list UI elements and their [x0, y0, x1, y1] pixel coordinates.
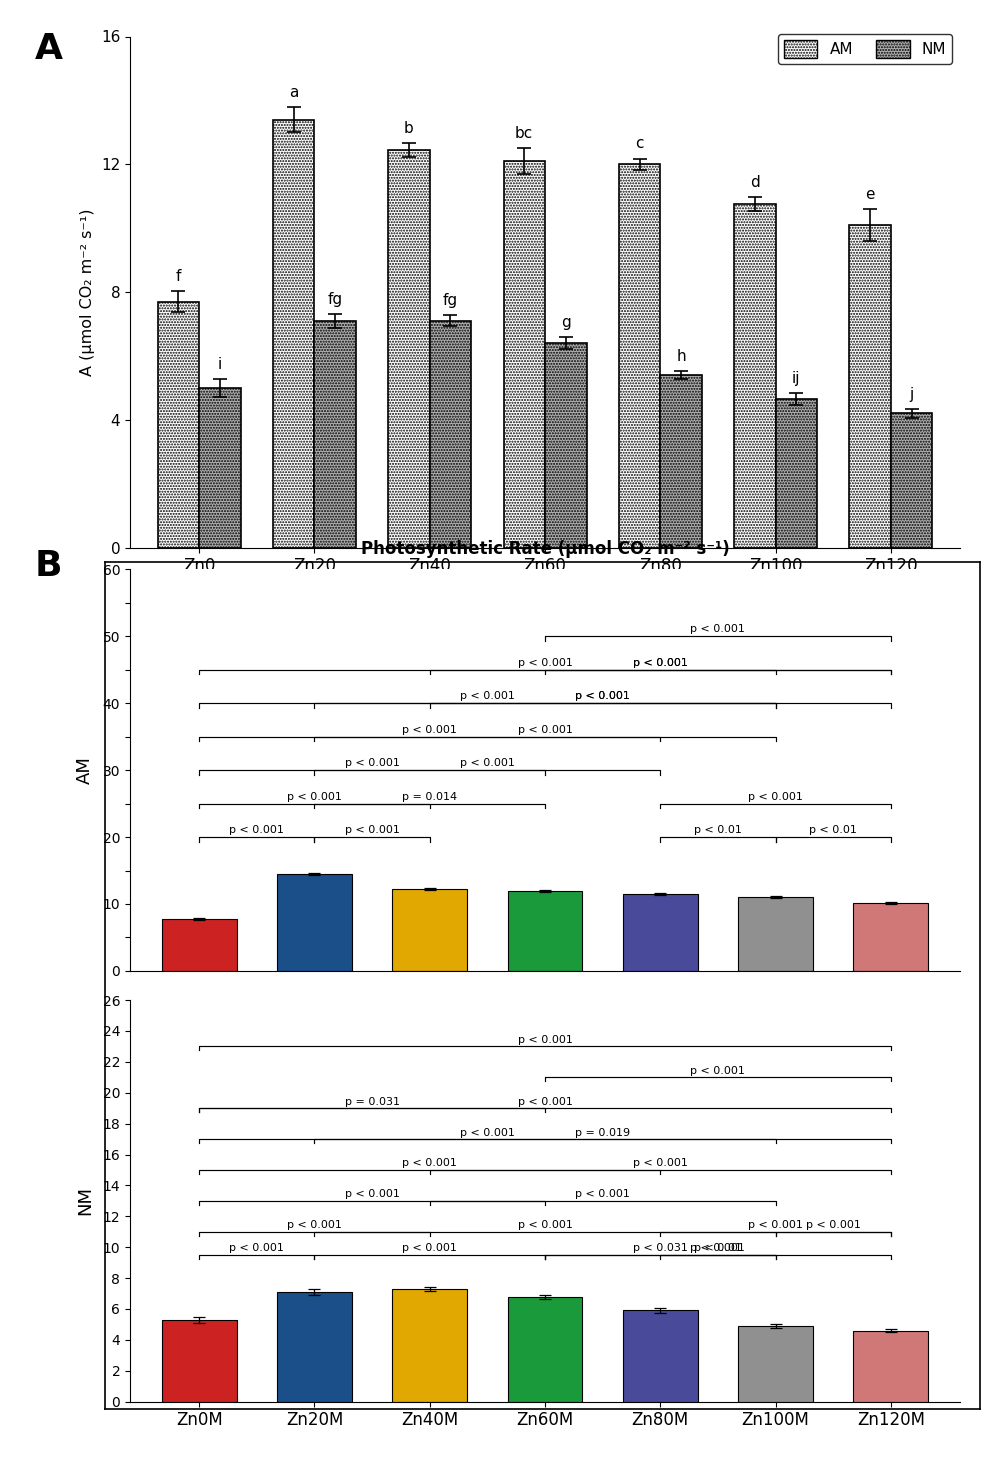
Bar	[853, 1330, 928, 1402]
Text: p < 0.001: p < 0.001	[690, 625, 745, 634]
Text: p < 0.001: p < 0.001	[748, 1221, 803, 1231]
Text: p < 0.001: p < 0.001	[633, 658, 688, 667]
Text: p < 0.031: p < 0.031	[633, 1244, 688, 1253]
Text: p < 0.001: p < 0.001	[518, 724, 572, 734]
Text: p < 0.001: p < 0.001	[518, 658, 572, 667]
Bar	[277, 875, 352, 971]
Bar	[623, 1311, 698, 1402]
Text: p < 0.01: p < 0.01	[809, 825, 857, 835]
Bar	[623, 894, 698, 971]
Text: p = 0.031: p = 0.031	[345, 1096, 400, 1107]
Bar	[392, 1289, 467, 1402]
Text: p < 0.001: p < 0.001	[229, 1244, 284, 1253]
Text: b: b	[404, 121, 414, 136]
Text: p < 0.001: p < 0.001	[460, 691, 515, 701]
Text: p < 0.001: p < 0.001	[575, 691, 630, 701]
Bar	[849, 225, 891, 548]
Text: p < 0.001: p < 0.001	[518, 1096, 572, 1107]
Bar	[776, 399, 817, 548]
Text: p < 0.001: p < 0.001	[690, 1066, 745, 1076]
Bar	[430, 321, 471, 548]
Bar	[734, 204, 776, 548]
Text: j: j	[909, 387, 914, 402]
Text: Photosynthetic Rate (μmol CO₂ m⁻² s⁻¹): Photosynthetic Rate (μmol CO₂ m⁻² s⁻¹)	[361, 540, 729, 558]
Text: c: c	[635, 136, 644, 152]
Bar	[162, 1320, 237, 1402]
Bar	[392, 889, 467, 971]
Text: p = 0.014: p = 0.014	[402, 791, 457, 802]
Text: p < 0.001: p < 0.001	[748, 791, 803, 802]
Bar	[508, 891, 582, 971]
Bar	[273, 120, 314, 548]
Text: f: f	[176, 269, 181, 285]
Text: p < 0.001: p < 0.001	[690, 1244, 745, 1253]
Text: p < 0.001: p < 0.001	[575, 1190, 630, 1199]
Text: p < 0.001: p < 0.001	[229, 825, 284, 835]
Bar	[545, 343, 586, 548]
Bar	[891, 413, 932, 548]
Bar	[853, 902, 928, 971]
Bar	[388, 150, 430, 548]
Text: e: e	[865, 187, 875, 201]
Text: ij: ij	[792, 371, 801, 387]
Text: p < 0.01: p < 0.01	[694, 825, 742, 835]
Text: d: d	[750, 175, 760, 190]
Text: g: g	[561, 315, 571, 330]
Text: p < 0.001: p < 0.001	[518, 1221, 572, 1231]
Y-axis label: NM: NM	[76, 1187, 94, 1215]
Text: p < 0.001: p < 0.001	[633, 658, 688, 667]
Text: p < 0.001: p < 0.001	[287, 791, 342, 802]
Text: h: h	[676, 349, 686, 364]
Legend: AM, NM: AM, NM	[778, 34, 952, 64]
Text: p < 0.001: p < 0.001	[402, 724, 457, 734]
Text: a: a	[289, 85, 298, 101]
Text: p = 0.019: p = 0.019	[575, 1127, 630, 1137]
Text: bc: bc	[515, 126, 533, 140]
Bar	[738, 1326, 813, 1402]
Text: p < 0.001: p < 0.001	[460, 758, 515, 768]
Bar	[162, 918, 237, 971]
Y-axis label: A (μmol CO₂ m⁻² s⁻¹): A (μmol CO₂ m⁻² s⁻¹)	[80, 209, 95, 375]
Text: i: i	[218, 356, 222, 372]
Text: p < 0.001: p < 0.001	[518, 1035, 572, 1045]
Bar	[738, 898, 813, 971]
Text: fg: fg	[443, 293, 458, 308]
Y-axis label: AM: AM	[76, 756, 94, 784]
Bar	[504, 161, 545, 548]
Text: p < 0.001: p < 0.001	[345, 758, 400, 768]
Text: p < 0.001: p < 0.001	[806, 1221, 861, 1231]
Bar	[199, 388, 241, 548]
Bar	[158, 302, 199, 548]
Text: p < 0.001: p < 0.001	[345, 825, 400, 835]
Text: A: A	[35, 32, 63, 66]
Text: p < 0.001: p < 0.001	[460, 1127, 515, 1137]
Bar	[277, 1292, 352, 1402]
Text: fg: fg	[328, 292, 343, 307]
Text: p < 0.001: p < 0.001	[575, 691, 630, 701]
Text: p < 0.001: p < 0.001	[345, 1190, 400, 1199]
Bar	[508, 1296, 582, 1402]
Bar	[660, 375, 702, 548]
Text: p < 0.001: p < 0.001	[633, 1158, 688, 1168]
Bar	[619, 165, 660, 548]
Text: p < 0.01: p < 0.01	[694, 1244, 742, 1253]
Text: B: B	[35, 549, 62, 583]
Text: p < 0.001: p < 0.001	[402, 1244, 457, 1253]
Text: p < 0.001: p < 0.001	[287, 1221, 342, 1231]
Text: p < 0.001: p < 0.001	[402, 1158, 457, 1168]
Bar	[314, 321, 356, 548]
